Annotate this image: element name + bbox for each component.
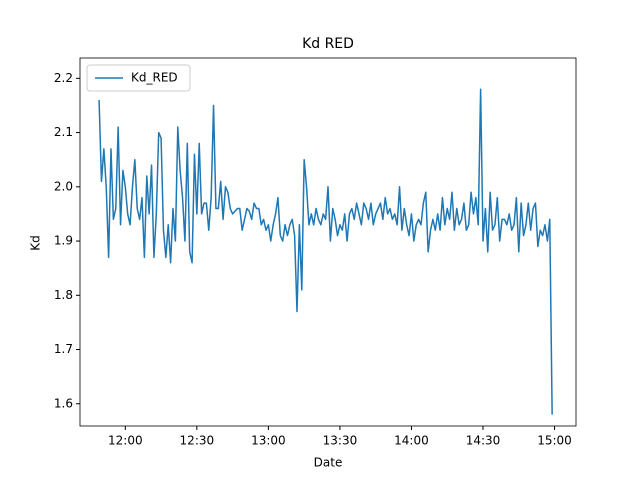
legend-box: [86, 64, 191, 92]
y-tick-label: 1.7: [54, 342, 73, 356]
legend-label: Kd_RED: [131, 71, 178, 85]
y-axis-label: Kd: [29, 235, 43, 251]
y-tick-label: 2.0: [54, 179, 73, 193]
y-tick-label: 2.1: [54, 125, 73, 139]
y-tick-label: 1.9: [54, 234, 73, 248]
x-tick-label: 13:30: [323, 434, 358, 448]
x-tick-label: 14:30: [466, 434, 501, 448]
x-axis-label: Date: [314, 456, 343, 470]
y-tick-label: 1.8: [54, 288, 73, 302]
y-tick-label: 1.6: [54, 396, 73, 410]
y-tick-label: 2.2: [54, 71, 73, 85]
x-tick-label: 12:30: [180, 434, 215, 448]
x-tick-label: 12:00: [108, 434, 143, 448]
chart-title: Kd RED: [302, 36, 354, 52]
x-tick-label: 15:00: [537, 434, 572, 448]
data-line: [98, 88, 553, 415]
x-tick-label: 13:00: [251, 434, 286, 448]
x-tick-label: 14:00: [394, 434, 429, 448]
plot-frame: [79, 57, 577, 427]
